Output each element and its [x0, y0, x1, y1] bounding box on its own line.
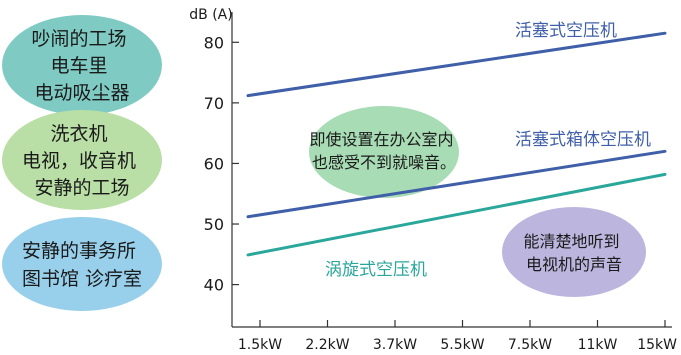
y-tick-label: 60	[204, 154, 224, 173]
y-tick-label: 40	[204, 276, 224, 295]
reference-label-line: 吵闹的工场	[31, 28, 126, 50]
x-axis-ticks: 1.5kW 2.2kW 3.7kW 5.5kW 7.5kW 11kW 15kW	[238, 320, 677, 353]
y-tick-label: 50	[204, 215, 224, 234]
x-tick-label: 7.5kW	[508, 337, 552, 353]
reference-bubble-loud	[2, 15, 162, 115]
svg-text:即使设置在办公室内 也感受不到就噪音。: 即使设置在办公室内 也感受不到就噪音。	[309, 130, 458, 172]
svg-text:能清楚地听到 电视机的声音: 能清楚地听到 电视机的声音	[523, 232, 624, 274]
reference-label-line: 安静的事务所	[22, 240, 136, 262]
reference-label-line: 电视，收音机	[22, 150, 136, 172]
series-label-reciprocating-enclosed: 活塞式箱体空压机	[515, 130, 651, 150]
reference-label-line: 安静的工场	[34, 177, 129, 199]
reference-label-quiet: 安静的事务所 图书馆 诊疗室	[2, 217, 162, 311]
tv-note: 能清楚地听到 电视机的声音	[502, 207, 646, 297]
reference-label-line: 洗衣机	[50, 123, 107, 145]
x-tick-label: 5.5kW	[440, 337, 484, 353]
series-line-reciprocating	[246, 31, 667, 98]
x-tick-label: 2.2kW	[305, 337, 349, 353]
reference-label-loud: 吵闹的工场 电车里 电动吸尘器	[2, 15, 162, 115]
series-line-reciprocating-enclosed	[246, 149, 667, 219]
tv-note-line: 电视机的声音	[526, 255, 622, 274]
y-axis-ticks: 40 50 60 70 80	[204, 33, 239, 295]
series-label-scroll: 涡旋式空压机	[325, 260, 427, 280]
svg-text:吵闹的工场 电车里 电动吸尘器: 吵闹的工场 电车里 电动吸尘器	[31, 28, 132, 104]
x-tick-label: 3.7kW	[373, 337, 417, 353]
tv-note-bubble	[502, 207, 646, 297]
y-tick-label: 70	[204, 94, 224, 113]
reference-bubble-quiet	[2, 217, 162, 311]
reference-label-medium: 洗衣机 电视，收音机 安静的工场	[2, 110, 162, 210]
reference-label-line: 图书馆 诊疗室	[22, 268, 142, 290]
office-note-line: 也感受不到就噪音。	[312, 153, 456, 172]
reference-bubble-medium	[2, 110, 162, 210]
x-tick-label: 15kW	[637, 337, 677, 353]
x-tick-label: 1.5kW	[238, 337, 282, 353]
reference-label-line: 电动吸尘器	[34, 82, 129, 104]
office-note: 即使设置在办公室内 也感受不到就噪音。	[309, 106, 459, 198]
y-axis-title: dB (A)	[189, 7, 232, 23]
series-line-scroll	[246, 172, 667, 257]
series-label-reciprocating: 活塞式空压机	[515, 21, 617, 41]
svg-text:洗衣机 电视，收音机 安静的工场: 洗衣机 电视，收音机 安静的工场	[22, 123, 142, 199]
chart-axes: dB (A)	[189, 7, 672, 328]
svg-text:安静的事务所 图书馆 诊疗室: 安静的事务所 图书馆 诊疗室	[22, 240, 142, 290]
y-tick-label: 80	[204, 33, 224, 52]
x-tick-label: 11kW	[578, 337, 618, 353]
office-note-bubble	[309, 106, 459, 198]
office-note-line: 即使设置在办公室内	[309, 130, 453, 149]
reference-label-line: 电车里	[50, 55, 107, 77]
tv-note-line: 能清楚地听到	[523, 232, 619, 251]
